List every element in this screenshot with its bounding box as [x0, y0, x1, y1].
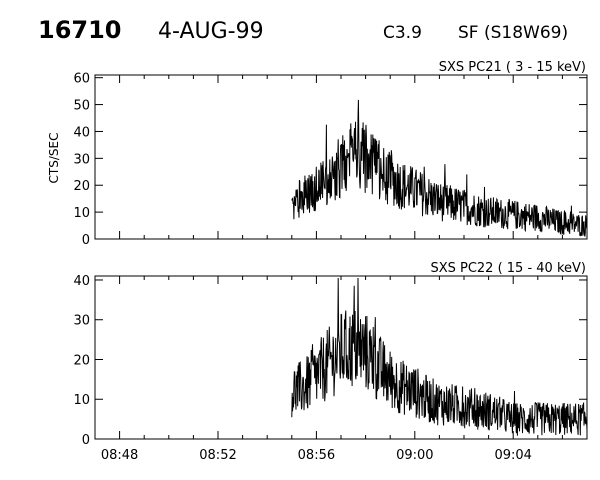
y-tick-label: 0 [82, 433, 90, 448]
x-ticks [94, 75, 588, 239]
x-tick-label: 09:04 [494, 448, 531, 463]
y-axis-label: CTS/SEC [47, 133, 61, 184]
panel-title: SXS PC22 ( 15 - 40 keV) [430, 261, 586, 276]
x-tick-labels: 08:48 08:52 08:56 09:00 09:04 [101, 448, 532, 463]
plot-frame [94, 74, 588, 240]
x-tick-label: 09:00 [396, 448, 433, 463]
x-tick-label: 08:52 [199, 448, 236, 463]
panel-pc21: SXS PC21 ( 3 - 15 keV) CTS/SEC 0 10 20 30 40… [47, 60, 588, 248]
panel-title: SXS PC21 ( 3 - 15 keV) [439, 60, 586, 75]
y-tick-label: 50 [73, 99, 90, 114]
flare-class: C3.9 [383, 23, 422, 43]
y-tick-label: 30 [73, 152, 90, 167]
y-tick-label: 30 [73, 314, 90, 329]
y-tick-label: 10 [73, 206, 90, 221]
count-rate-line [291, 99, 588, 238]
x-ticks [94, 276, 588, 439]
y-tick-label: 40 [73, 274, 90, 289]
x-tick-label: 08:48 [101, 448, 138, 463]
count-rate-line [291, 277, 588, 436]
y-tick-label: 20 [73, 179, 90, 194]
y-ticks: 0 10 20 30 40 50 60 [73, 72, 587, 248]
y-tick-label: 60 [73, 72, 90, 87]
event-date: 4-AUG-99 [158, 19, 264, 44]
y-tick-label: 20 [73, 353, 90, 368]
y-tick-label: 10 [73, 393, 90, 408]
y-ticks: 0 10 20 30 40 [73, 274, 587, 448]
y-tick-label: 40 [73, 125, 90, 140]
x-tick-label: 08:56 [298, 448, 335, 463]
flare-location: SF (S18W69) [458, 23, 568, 43]
y-tick-label: 0 [82, 233, 90, 248]
event-id: 16710 [38, 16, 122, 44]
